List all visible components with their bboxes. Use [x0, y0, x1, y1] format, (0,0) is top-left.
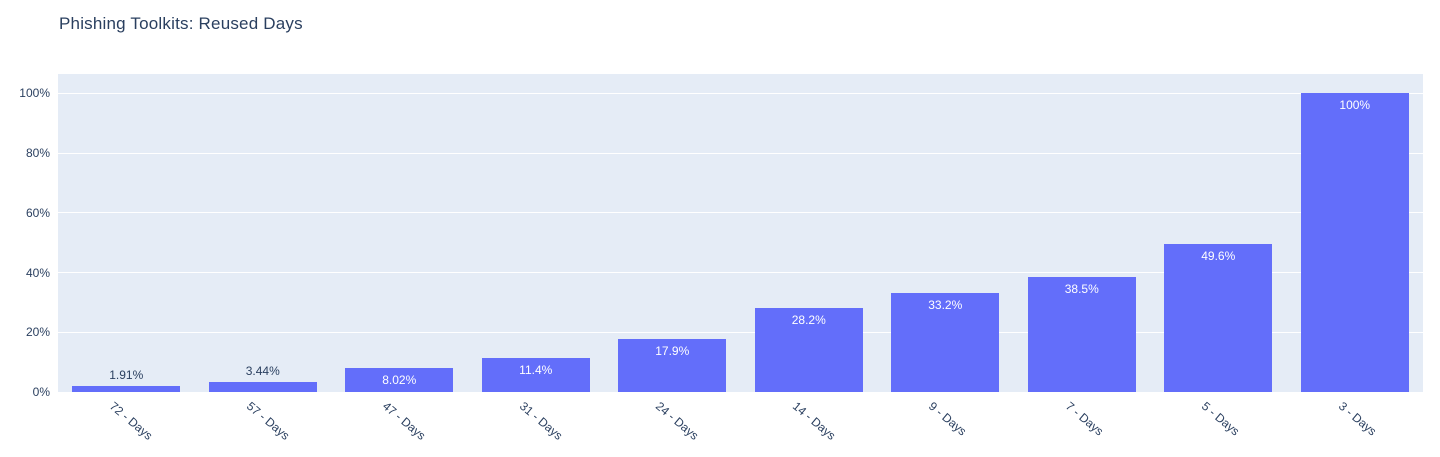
- x-axis-tick-label: 72 - Days: [107, 399, 156, 443]
- bar-value-label: 1.91%: [109, 368, 144, 383]
- bar-value-label: 11.4%: [519, 362, 553, 377]
- x-axis-tick-label: 24 - Days: [653, 399, 702, 443]
- bar[interactable]: [1027, 277, 1136, 392]
- bar[interactable]: [891, 292, 1000, 392]
- h-gridline: [58, 272, 1423, 274]
- bar-value-label: 3.44%: [245, 363, 280, 378]
- bar[interactable]: [618, 338, 727, 392]
- bar[interactable]: [481, 357, 590, 392]
- bar[interactable]: [1164, 243, 1273, 392]
- y-axis-tick-label: 40%: [25, 265, 50, 280]
- bar-value-label: 8.02%: [382, 373, 417, 388]
- y-axis-tick-label: 80%: [25, 146, 50, 161]
- bar[interactable]: [208, 381, 317, 392]
- h-gridline: [58, 152, 1423, 154]
- bar-value-label: 38.5%: [1064, 282, 1099, 297]
- x-axis-tick-label: 7 - Days: [1062, 399, 1106, 439]
- bar[interactable]: [754, 307, 863, 392]
- h-gridline: [58, 391, 1423, 393]
- bar[interactable]: [1300, 93, 1409, 392]
- y-axis-tick-label: 100%: [19, 86, 50, 101]
- x-axis-tick-label: 47 - Days: [380, 399, 429, 443]
- y-axis-tick-label: 60%: [25, 205, 50, 220]
- x-axis-tick-label: 3 - Days: [1335, 399, 1379, 439]
- h-gridline: [58, 212, 1423, 214]
- x-axis-tick-label: 57 - Days: [243, 399, 293, 443]
- bar-value-label: 33.2%: [928, 297, 963, 312]
- h-gridline: [58, 92, 1423, 94]
- bar-value-label: 17.9%: [655, 343, 690, 358]
- bar-value-label: 28.2%: [791, 312, 826, 327]
- bar-value-label: 49.6%: [1201, 248, 1236, 263]
- bar[interactable]: [72, 386, 181, 392]
- x-axis-tick-label: 31 - Days: [516, 399, 566, 443]
- y-axis-tick-label: 0%: [32, 385, 50, 399]
- x-axis-tick-label: 14 - Days: [789, 399, 839, 443]
- bar[interactable]: [345, 368, 454, 392]
- x-axis-tick-label: 5 - Days: [1199, 399, 1243, 439]
- y-axis-tick-label: 20%: [25, 325, 50, 340]
- x-axis-tick-label: 9 - Days: [926, 399, 970, 439]
- chart-title: Phishing Toolkits: Reused Days: [59, 14, 303, 33]
- h-gridline: [58, 331, 1423, 333]
- bar-value-label: 100%: [1339, 98, 1371, 113]
